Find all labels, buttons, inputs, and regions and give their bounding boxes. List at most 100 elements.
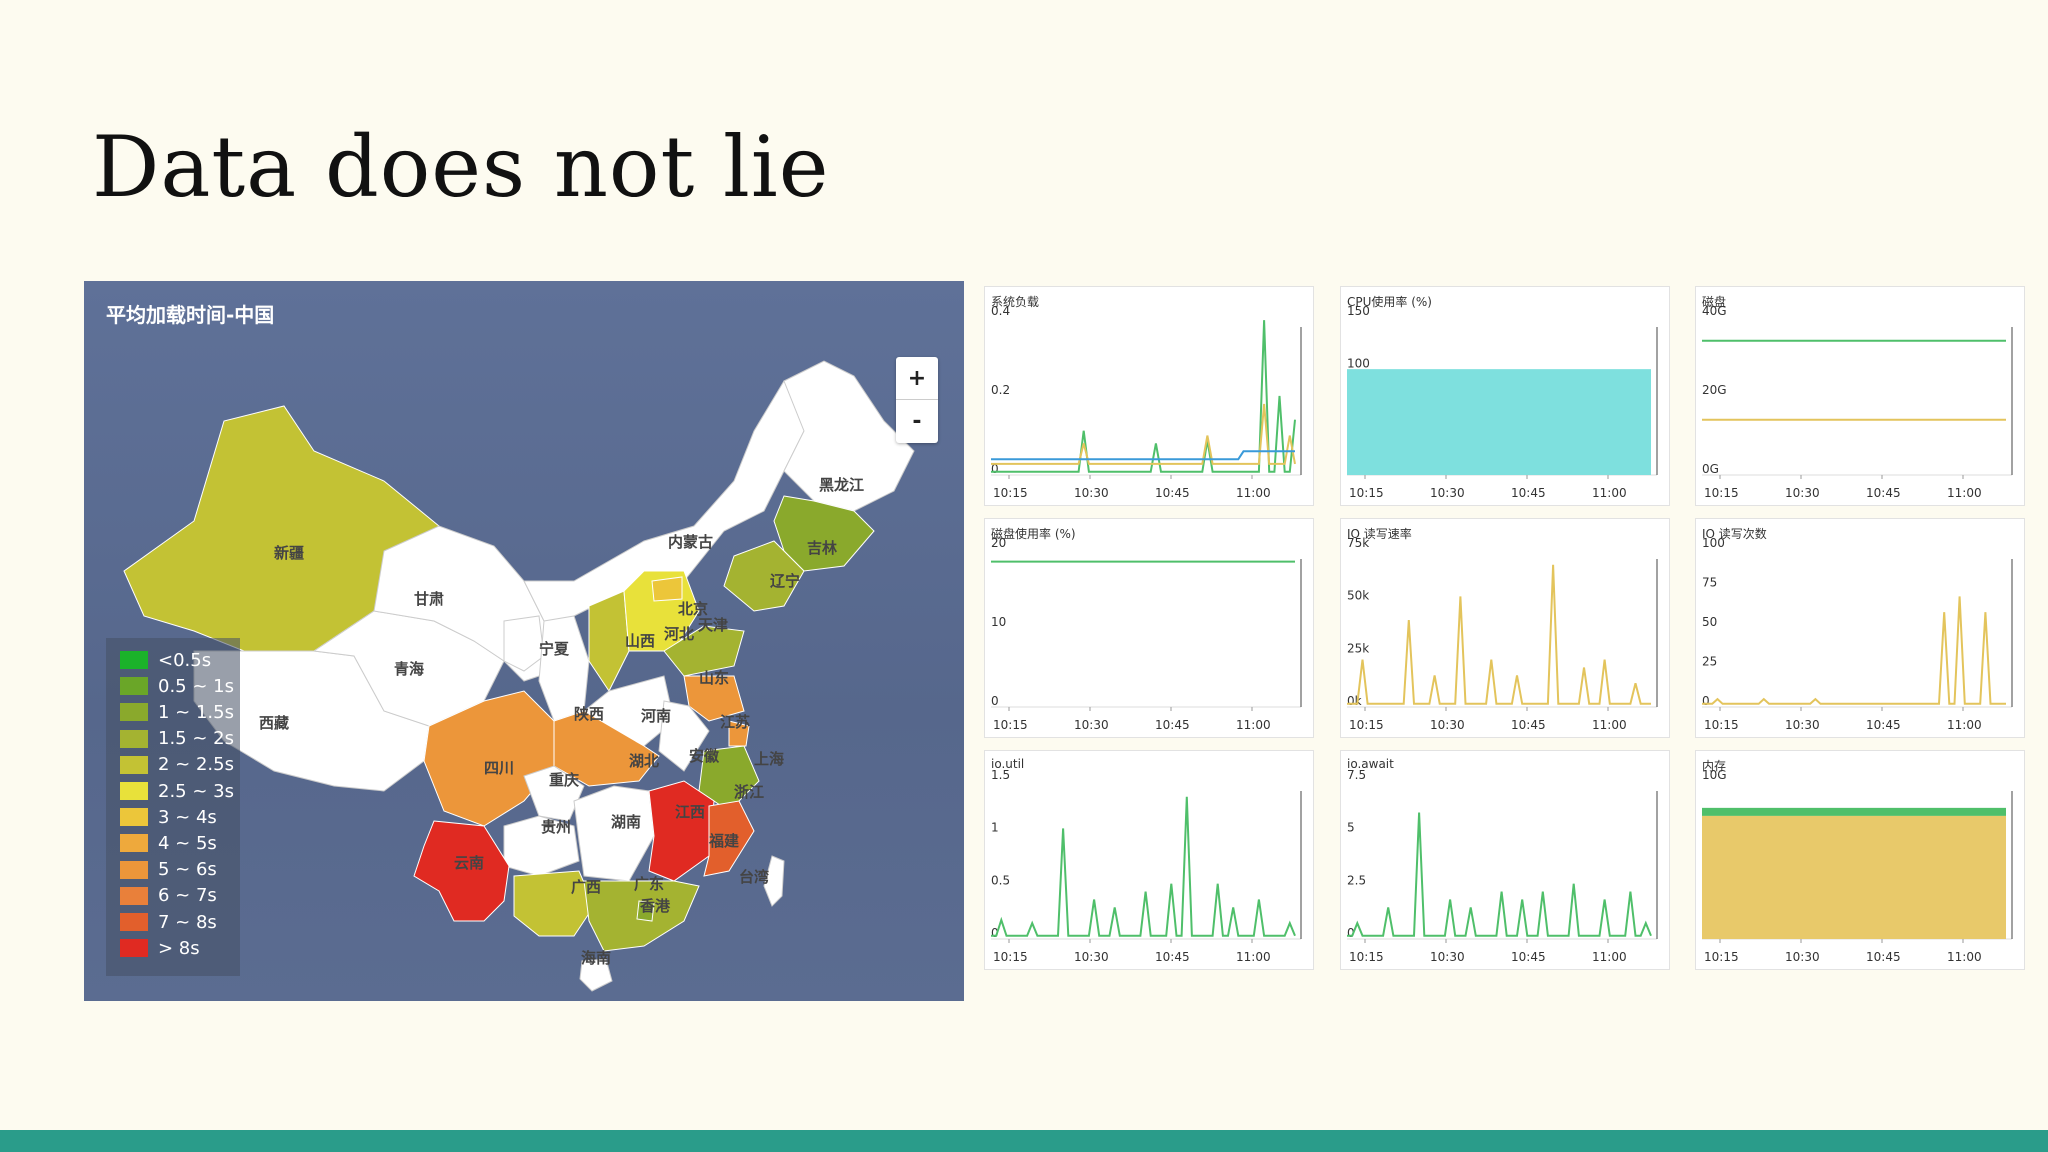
label-henan: 河南 (641, 707, 671, 725)
y-tick-label: 50k (1347, 589, 1369, 603)
province-zhejiang (698, 745, 760, 812)
chart-card: 1.5 1 0.5 0 10:15 10:30 10:45 11:00 io.util (984, 750, 1314, 970)
y-tick-label: 7.5 (1347, 768, 1366, 782)
legend-swatch (120, 677, 148, 696)
x-tick-label: 10:30 (1430, 950, 1465, 964)
legend-item[interactable]: > 8s (120, 936, 200, 960)
y-tick-label: 150 (1347, 304, 1370, 318)
legend-swatch (120, 860, 148, 879)
legend-swatch (120, 913, 148, 931)
x-tick-label: 10:30 (1430, 718, 1465, 732)
legend-item[interactable]: 2.5 ~ 3s (120, 779, 234, 803)
chart-card: 100 75 50 25 0 10:15 10:30 10:45 11:00 IO 读写次数 (1695, 518, 2025, 738)
y-tick-label: 100 (1702, 536, 1725, 550)
label-guizhou: 贵州 (541, 818, 571, 836)
chart-title: 磁盘使用率 (%) (991, 527, 1076, 541)
y-tick-label: 10G (1702, 768, 1727, 782)
label-hubei: 湖北 (629, 752, 659, 770)
legend-swatch (120, 886, 148, 905)
province-shanghai (728, 720, 750, 747)
china-map: 新疆 西藏 青海 甘肃 内蒙古 黑龙江 吉林 辽宁 北京 天津 河北 山西 宁夏… (123, 360, 915, 992)
y-tick-label: 20 (991, 536, 1006, 550)
legend-item[interactable]: 5 ~ 6s (120, 858, 217, 882)
label-chongqing: 重庆 (549, 771, 579, 789)
province-jiangxi (648, 780, 715, 882)
legend-item[interactable]: 2 ~ 2.5s (120, 753, 234, 777)
legend-item[interactable]: 3 ~ 4s (120, 805, 217, 829)
chart-title: io.util (991, 757, 1025, 771)
label-jiangxi: 江西 (675, 803, 705, 821)
label-shanghai: 上海 (754, 750, 784, 768)
chart-title: 内存 (1702, 759, 1727, 773)
label-ningxia: 宁夏 (539, 640, 570, 658)
y-tick-label: 0 (1702, 694, 1710, 708)
legend-label: 4 ~ 5s (158, 832, 217, 854)
x-tick-label: 11:00 (1947, 718, 1982, 732)
y-tick-label: 75k (1347, 536, 1369, 550)
label-hebei: 河北 (664, 625, 694, 643)
zoom-out-button[interactable]: - (912, 408, 922, 434)
slide-title: Data does not lie (92, 118, 830, 216)
label-hainan: 海南 (581, 949, 611, 967)
chart-card: 7.5 5 2.5 0 10:15 10:30 10:45 11:00 io.await (1340, 750, 1670, 970)
legend-swatch (120, 703, 148, 722)
province-ningxia (503, 615, 545, 672)
label-xinjiang: 新疆 (274, 544, 304, 562)
label-sichuan: 四川 (484, 759, 514, 777)
label-qinghai: 青海 (394, 660, 424, 678)
chart-card: 20 10 0 10:15 10:30 10:45 11:00 磁盘使用率 (%) (984, 518, 1314, 738)
label-guangdong: 广东 (634, 875, 664, 893)
y-tick-label: 50 (1702, 615, 1717, 629)
legend-swatch (120, 782, 148, 800)
province-hainan (579, 958, 613, 992)
legend-label: 1.5 ~ 2s (158, 728, 234, 750)
legend-item[interactable]: 4 ~ 5s (120, 831, 217, 855)
legend-label: 1 ~ 1.5s (158, 701, 234, 723)
x-tick-label: 10:30 (1785, 486, 1820, 500)
legend-item[interactable]: <0.5s (120, 648, 211, 672)
y-tick-label: 0k (1347, 694, 1362, 708)
label-hunan: 湖南 (611, 813, 641, 831)
x-tick-label: 10:45 (1155, 950, 1190, 964)
chart-plot: 1.5 1 0.5 0 10:15 10:30 10:45 11:00 (991, 768, 1302, 964)
legend-label: > 8s (158, 937, 200, 959)
chart-card: 0.4 0.2 0 10:15 10:30 10:45 11:00 系统负载 (984, 286, 1314, 506)
label-zhejiang: 浙江 (734, 783, 764, 801)
legend-item[interactable]: 7 ~ 8s (120, 910, 217, 934)
series-line (991, 450, 1295, 461)
chart-plot: 75k 50k 25k 0k 10:15 10:30 10:45 11:00 (1347, 536, 1658, 732)
x-tick-label: 10:15 (993, 486, 1028, 500)
y-tick-label: 0.4 (991, 304, 1010, 318)
cpu-area (1347, 369, 1651, 475)
legend-item[interactable]: 1 ~ 1.5s (120, 700, 234, 724)
province-liaoning (723, 540, 805, 612)
legend-item[interactable]: 6 ~ 7s (120, 884, 217, 908)
x-tick-label: 10:15 (1349, 718, 1384, 732)
x-tick-label: 10:30 (1785, 718, 1820, 732)
legend-label: <0.5s (158, 649, 212, 671)
province-xianggang (636, 900, 655, 922)
x-tick-label: 10:15 (1704, 950, 1739, 964)
x-tick-label: 11:00 (1947, 486, 1982, 500)
chart-plot: 100 75 50 25 0 10:15 10:30 10:45 11:00 (1702, 536, 2013, 732)
x-tick-label: 10:45 (1866, 718, 1901, 732)
x-tick-label: 10:15 (993, 718, 1028, 732)
x-tick-label: 10:30 (1430, 486, 1465, 500)
label-tianjin: 天津 (698, 616, 728, 634)
x-tick-label: 10:45 (1155, 486, 1190, 500)
label-guangxi: 广西 (571, 878, 601, 896)
y-tick-label: 1 (991, 821, 999, 835)
province-fujian (703, 800, 755, 877)
legend-item[interactable]: 0.5 ~ 1s (120, 674, 234, 698)
legend-item[interactable]: 1.5 ~ 2s (120, 727, 234, 751)
legend-label: 2 ~ 2.5s (158, 754, 234, 776)
series-line (991, 320, 1296, 473)
legend-swatch (120, 651, 148, 669)
zoom-in-button[interactable]: + (896, 357, 938, 400)
legend-swatch (120, 834, 148, 853)
x-tick-label: 11:00 (1592, 950, 1627, 964)
y-tick-label: 0.5 (991, 873, 1010, 887)
china-map-panel: 新疆 西藏 青海 甘肃 内蒙古 黑龙江 吉林 辽宁 北京 天津 河北 山西 宁夏… (84, 281, 964, 1001)
